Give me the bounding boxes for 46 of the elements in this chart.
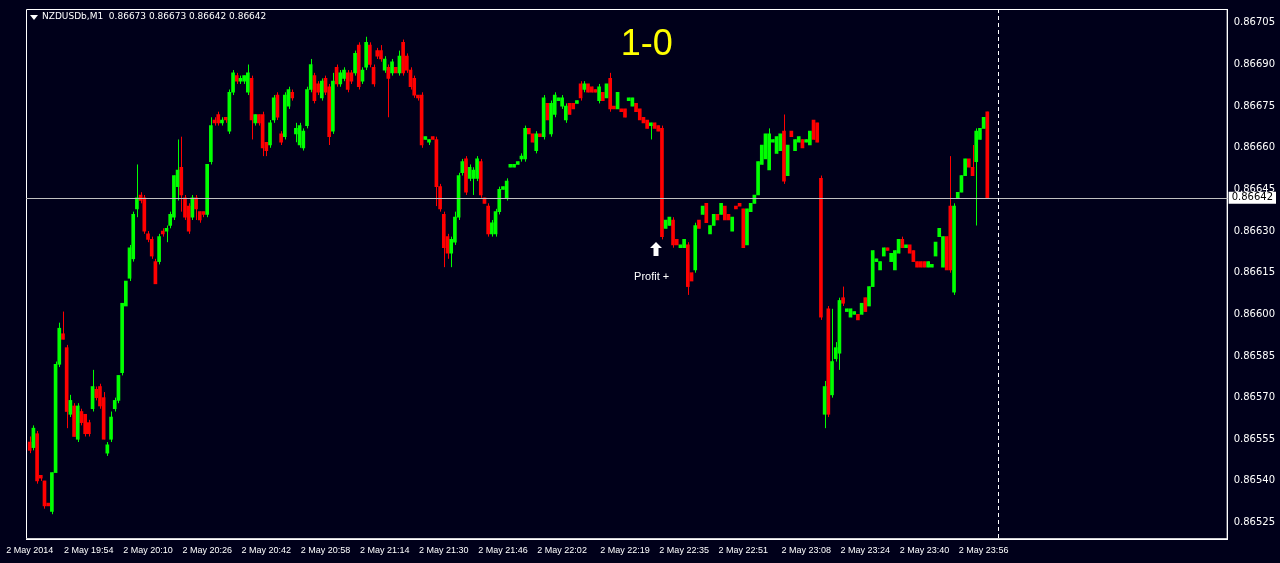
- y-tick-label: 0.86675: [1233, 99, 1276, 111]
- x-tick-label: 2 May 2014: [6, 545, 54, 556]
- chart-subtitle: NZDUSDb,M1 0.86673 0.86673 0.86642 0.86642: [42, 11, 267, 22]
- x-tick-label: 2 May 23:24: [840, 545, 891, 556]
- y-tick-label: 0.86660: [1233, 141, 1276, 153]
- x-tick-label: 2 May 23:40: [899, 545, 950, 556]
- candlestick: [268, 119, 272, 149]
- x-tick-label: 2 May 22:51: [718, 545, 769, 556]
- x-tick-label: 2 May 23:56: [958, 545, 1009, 556]
- x-tick-label: 2 May 22:35: [659, 545, 709, 556]
- candlestick: [301, 127, 306, 152]
- candlestick: [368, 41, 372, 68]
- y-tick-label: 0.86585: [1233, 349, 1276, 361]
- candlestick: [353, 50, 357, 77]
- candlestick: [841, 286, 845, 307]
- y-tick-label: 0.86705: [1233, 16, 1276, 28]
- candlestick: [811, 119, 816, 140]
- candlestick: [61, 311, 65, 340]
- x-tick-label: 2 May 23:08: [781, 545, 831, 556]
- candlestick: [109, 411, 113, 443]
- y-tick-label: 0.86615: [1233, 266, 1276, 278]
- candlestick: [815, 122, 820, 143]
- annotation: Profit +: [634, 269, 670, 282]
- y-tick-label: 0.86555: [1233, 432, 1276, 444]
- y-tick-label: 0.86630: [1233, 224, 1276, 236]
- x-tick-label: 2 May 20:58: [300, 545, 351, 556]
- x-tick-label: 2 May 21:46: [478, 545, 528, 556]
- x-tick-label: 2 May 20:42: [241, 545, 292, 556]
- x-tick-label: 2 May 20:26: [182, 545, 232, 556]
- x-tick-label: 2 May 21:30: [419, 545, 469, 556]
- candlestick: [271, 94, 276, 124]
- x-tick-label: 2 May 20:10: [123, 545, 173, 556]
- x-tick-label: 2 May 21:14: [359, 545, 410, 556]
- y-tick-label: 0.86540: [1233, 474, 1276, 486]
- x-tick-label: 2 May 22:19: [600, 545, 650, 556]
- chart-title: 1-0: [620, 21, 673, 63]
- x-tick-label: 2 May 19:54: [64, 545, 114, 556]
- x-tick-label: 2 May 22:02: [537, 545, 587, 556]
- y-tick-label: 0.86525: [1233, 516, 1276, 528]
- candlestick: [83, 413, 87, 437]
- candlestick: [135, 163, 139, 218]
- y-tick-label: 0.86570: [1233, 391, 1276, 403]
- candlestick: [294, 122, 298, 143]
- y-tick-label: 0.86690: [1233, 58, 1276, 70]
- candlestick: [194, 194, 198, 221]
- y-tick-label: 0.86600: [1233, 307, 1276, 319]
